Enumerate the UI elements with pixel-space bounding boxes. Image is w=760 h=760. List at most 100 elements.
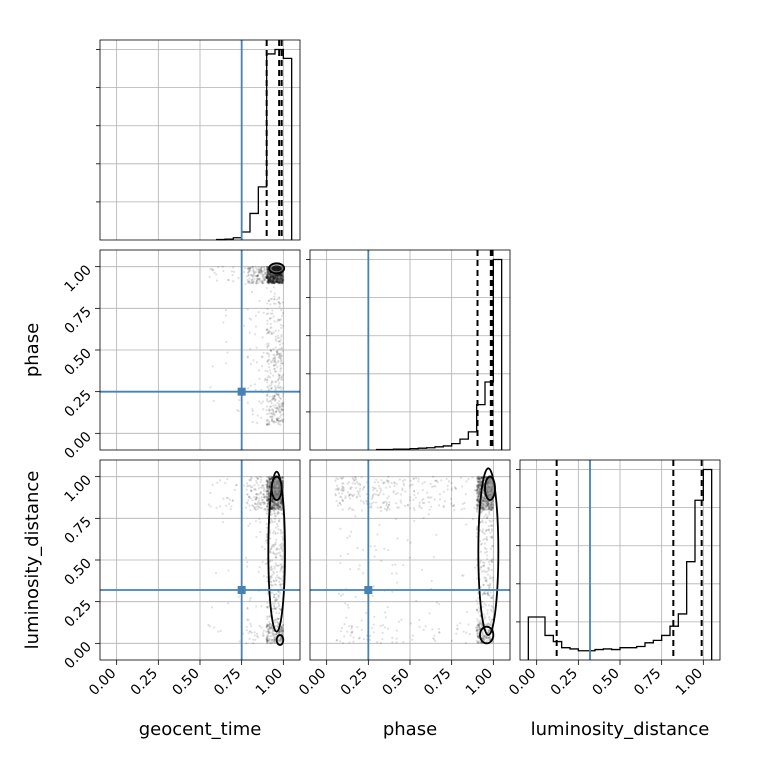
sample-point [276, 617, 280, 620]
sample-point [271, 629, 274, 632]
sample-point [476, 501, 479, 504]
sample-point [227, 569, 230, 572]
sample-point [256, 635, 259, 638]
sample-point [277, 404, 280, 407]
sample-point [265, 497, 268, 501]
sample-point [461, 502, 464, 505]
sample-point [280, 333, 283, 337]
sample-point [481, 521, 484, 524]
sample-point [281, 278, 284, 281]
sample-point [475, 608, 478, 611]
sample-point [279, 583, 283, 587]
sample-point [268, 317, 271, 320]
sample-point [418, 618, 421, 622]
sample-point [269, 642, 273, 645]
sample-point [252, 359, 255, 362]
sample-point [247, 274, 250, 277]
sample-point [486, 538, 489, 541]
sample-point [277, 318, 280, 321]
sample-point [246, 618, 249, 621]
sample-point [268, 485, 271, 488]
sample-point [253, 634, 256, 637]
sample-point [278, 274, 281, 278]
sample-point [357, 491, 360, 494]
sample-point [486, 591, 489, 595]
sample-point [483, 495, 486, 498]
sample-point [246, 355, 249, 358]
sample-point [257, 271, 260, 274]
sample-point [268, 492, 271, 495]
sample-point [277, 280, 280, 283]
sample-point [281, 277, 284, 280]
sample-point [272, 509, 276, 512]
sample-point [269, 405, 272, 408]
sample-point [412, 498, 415, 502]
sample-point [273, 413, 276, 416]
sample-point [272, 507, 275, 510]
sample-point [275, 570, 279, 574]
sample-point [264, 271, 267, 274]
sample-point [282, 570, 285, 573]
sample-point [254, 265, 257, 268]
sample-point [273, 320, 276, 323]
sample-point [266, 499, 269, 502]
sample-point [280, 278, 283, 281]
sample-point [277, 378, 280, 381]
sample-point [271, 631, 274, 634]
sample-point [279, 277, 283, 280]
sample-point [266, 495, 269, 499]
sample-point [266, 508, 270, 511]
sample-point [263, 268, 266, 272]
sample-point [491, 545, 495, 548]
sample-point [280, 335, 283, 338]
sample-point [246, 401, 249, 404]
sample-point [266, 485, 269, 489]
sample-point [454, 487, 458, 490]
sample-point [475, 507, 479, 511]
sample-point [487, 569, 491, 572]
sample-point [276, 274, 279, 277]
sample-point [415, 477, 418, 480]
sample-point [280, 402, 283, 405]
sample-point [486, 503, 489, 507]
sample-point [269, 521, 272, 525]
sample-point [267, 277, 270, 280]
sample-point [477, 480, 480, 483]
sample-point [265, 489, 268, 493]
sample-point [274, 273, 277, 276]
sample-point [273, 511, 276, 515]
sample-point [273, 639, 276, 643]
sample-point [249, 486, 253, 489]
sample-point [386, 508, 389, 511]
sample-point [339, 554, 342, 558]
sample-point [488, 505, 491, 509]
sample-point [271, 602, 275, 605]
sample-point [272, 397, 275, 400]
sample-point [267, 358, 271, 361]
sample-point [268, 421, 271, 424]
sample-point [266, 272, 269, 275]
sample-point [476, 480, 479, 483]
sample-point [375, 549, 378, 552]
sample-point [490, 529, 494, 532]
sample-point [487, 636, 490, 640]
sample-point [491, 618, 494, 621]
sample-point [273, 512, 277, 515]
sample-point [266, 485, 269, 488]
sample-point [487, 560, 491, 564]
sample-point [243, 270, 246, 273]
sample-point [280, 502, 283, 505]
sample-point [277, 639, 280, 643]
sample-point [269, 272, 272, 275]
sample-point [376, 641, 379, 644]
sample-point [262, 273, 265, 277]
sample-point [279, 274, 282, 277]
sample-point [421, 488, 424, 492]
sample-point [276, 351, 279, 354]
sample-point [487, 507, 491, 511]
sample-point [255, 481, 258, 485]
sample-point [488, 586, 492, 589]
sample-point [281, 549, 284, 552]
sample-point [268, 479, 271, 482]
sample-point [246, 485, 249, 488]
